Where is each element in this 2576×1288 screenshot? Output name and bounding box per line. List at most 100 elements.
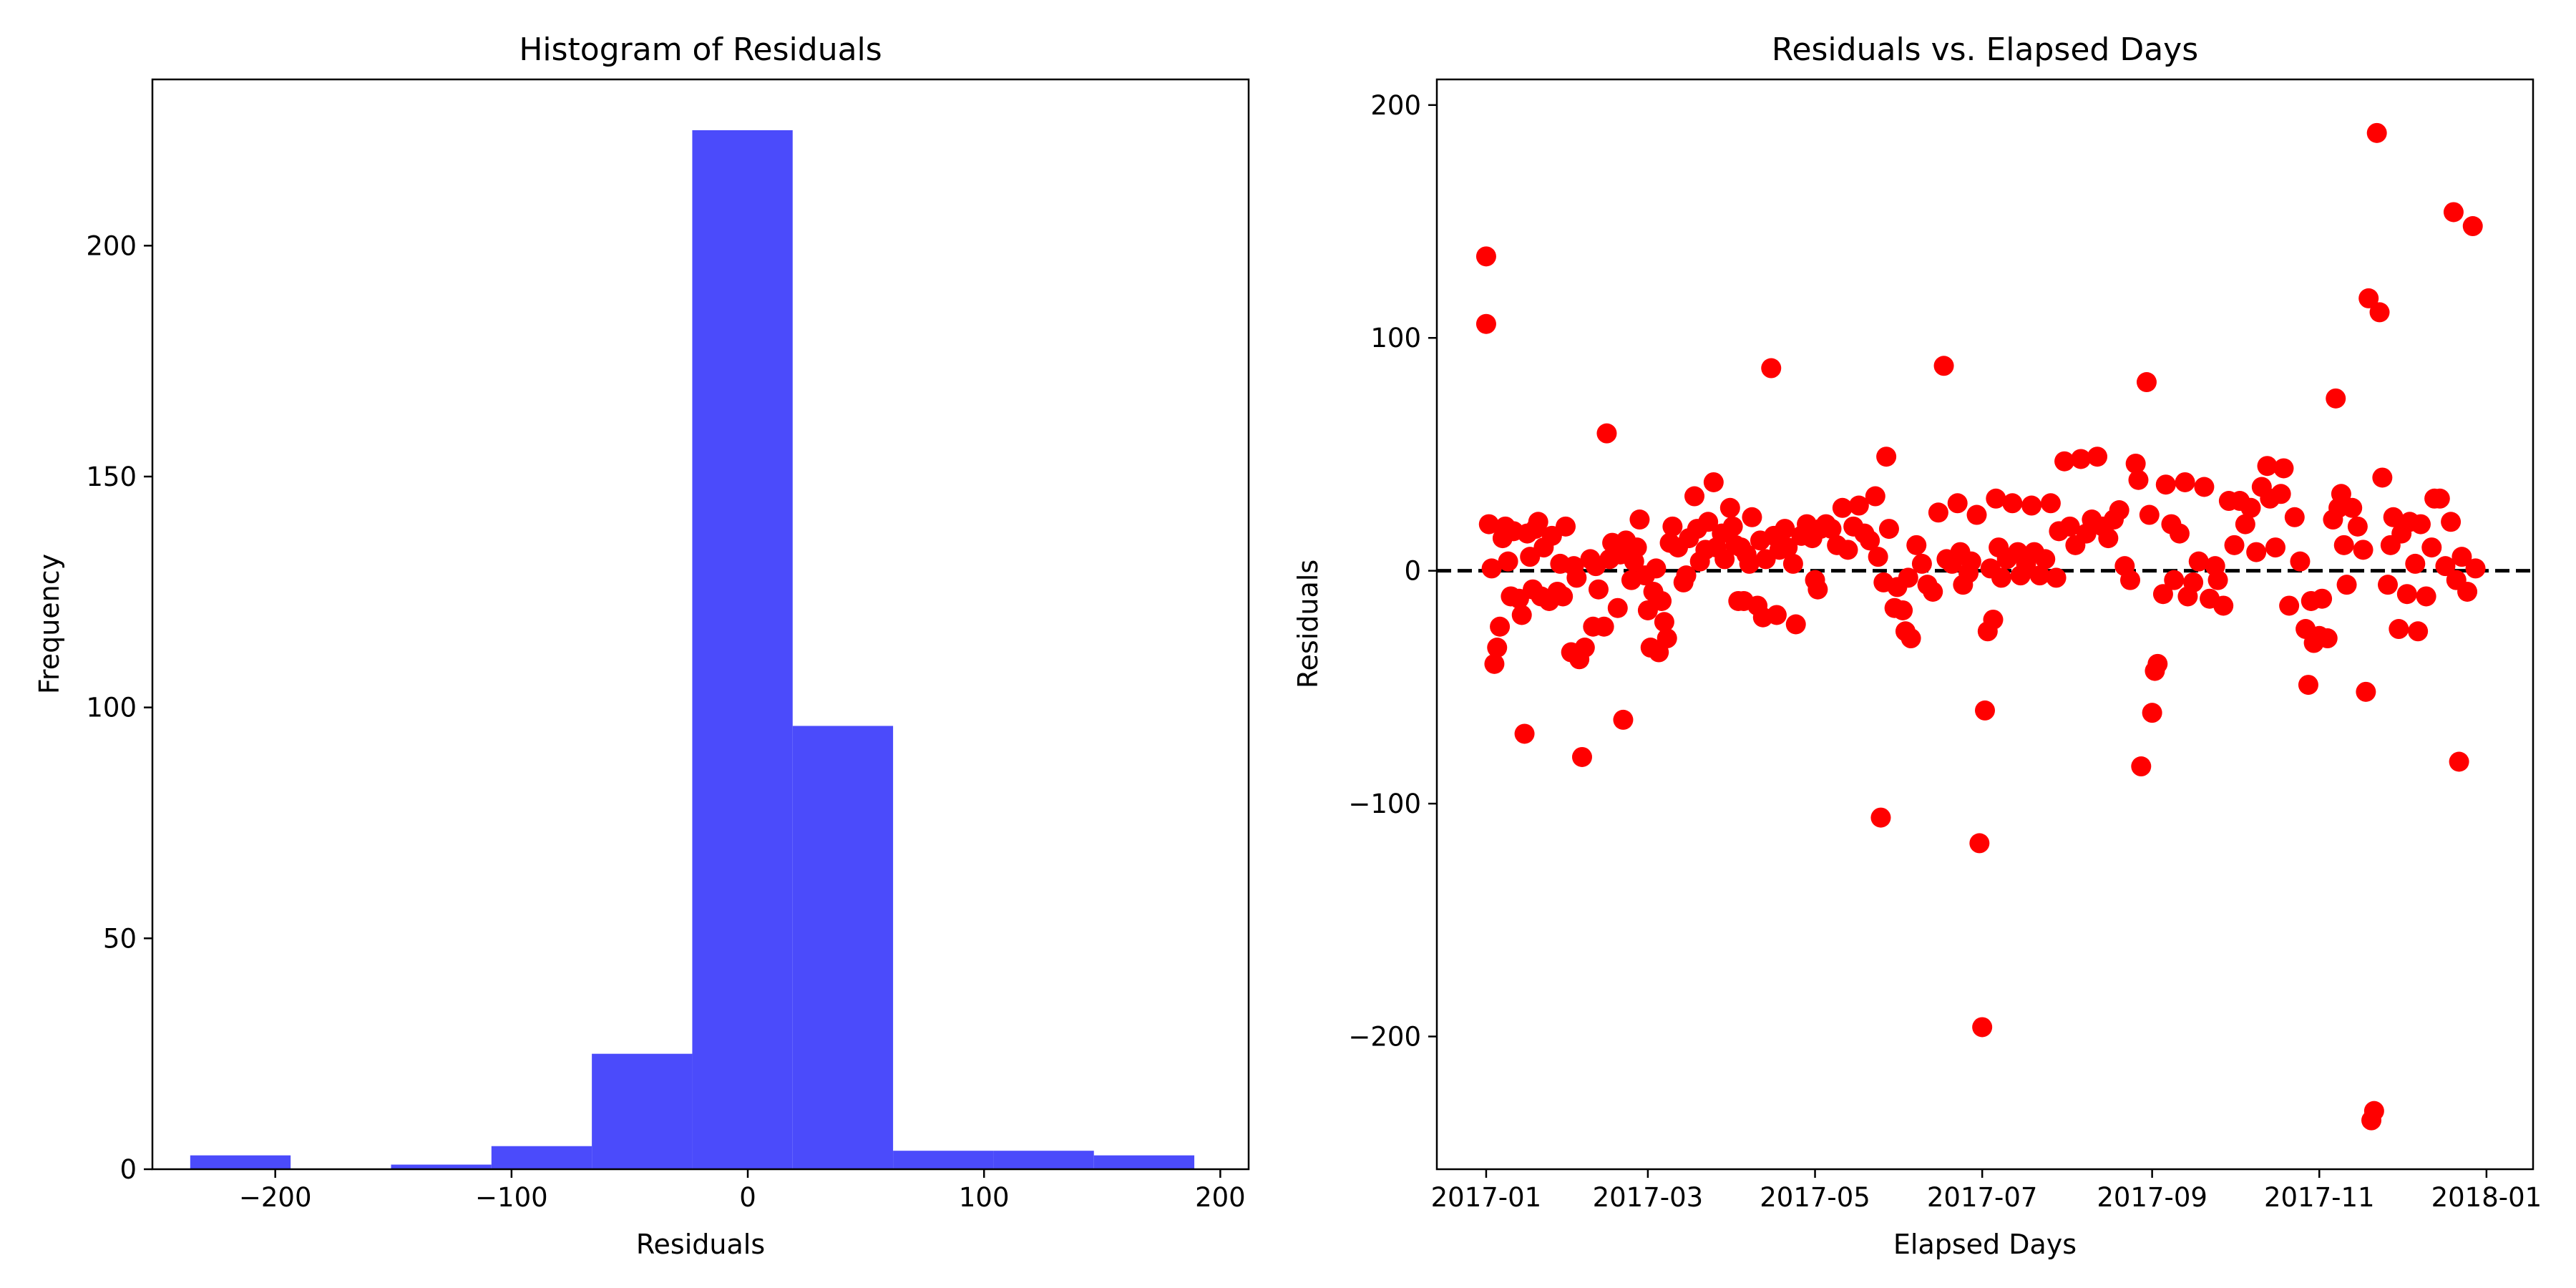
scatter-point <box>1928 502 1948 523</box>
scatter-point <box>1662 516 1683 537</box>
scatter-point <box>1646 558 1667 579</box>
scatter-y-ticks: −200 −100 0 100 200 <box>1348 90 1437 1053</box>
scatter-point <box>1588 579 1609 600</box>
scatter-x-tick-label: 2017-09 <box>2097 1182 2207 1213</box>
scatter-point <box>2213 595 2234 616</box>
scatter-x-tick-label: 2017-03 <box>1593 1182 1704 1213</box>
scatter-point <box>1906 535 1927 555</box>
scatter-point <box>1481 558 1502 579</box>
scatter-point <box>2421 537 2442 558</box>
scatter-point <box>2429 488 2450 509</box>
scatter-point <box>2207 570 2228 590</box>
scatter-point <box>2136 372 2157 393</box>
scatter-point <box>2002 493 2023 514</box>
scatter-y-axis-label: Residuals <box>1292 560 1324 688</box>
scatter-point <box>1969 833 1990 854</box>
scatter-point <box>2087 447 2108 467</box>
scatter-point <box>1961 551 1981 572</box>
scatter-point <box>2298 675 2318 696</box>
scatter-point <box>2317 628 2338 649</box>
scatter-point <box>1739 553 1760 574</box>
scatter-point <box>1947 493 1968 514</box>
scatter-point <box>1775 519 1795 540</box>
scatter-point <box>1865 486 1885 507</box>
scatter-point <box>1898 567 1918 588</box>
scatter-point <box>1761 358 1782 379</box>
scatter-y-tick-label: −200 <box>1348 1022 1421 1053</box>
histogram-bar <box>692 130 793 1170</box>
histogram-frame <box>151 78 1250 1171</box>
histogram-y-tick-label: 50 <box>103 923 137 954</box>
scatter-point <box>1807 579 1828 600</box>
scatter-point <box>1475 246 1496 267</box>
scatter-point <box>2152 584 2173 605</box>
scatter-frame <box>1435 78 2534 1171</box>
scatter-x-tick-label: 2017-05 <box>1760 1182 1870 1213</box>
scatter-point <box>1901 628 1921 649</box>
scatter-x-tick-label: 2017-11 <box>2264 1182 2375 1213</box>
scatter-y-tick-label: −100 <box>1348 789 1421 819</box>
histogram-bar <box>792 726 894 1169</box>
scatter-point <box>1574 638 1595 658</box>
scatter-point <box>1876 447 1897 467</box>
scatter-point <box>2246 542 2267 562</box>
scatter-point <box>2342 497 2363 518</box>
scatter-x-axis-label: Elapsed Days <box>1893 1229 2077 1260</box>
scatter-point <box>2405 553 2426 574</box>
scatter-y-tick-label: 200 <box>1370 90 1421 121</box>
scatter-point <box>2312 588 2333 609</box>
scatter-x-tick-label: 2017-07 <box>1927 1182 2038 1213</box>
scatter-point <box>2175 472 2195 492</box>
scatter-point <box>1870 807 1891 828</box>
scatter-point <box>2347 516 2368 537</box>
scatter-point <box>1484 653 1505 674</box>
scatter-point <box>1528 512 1548 532</box>
scatter-point <box>2147 653 2168 674</box>
scatter-point <box>1868 547 1888 567</box>
scatter-point <box>2441 512 2462 532</box>
scatter-point <box>1933 356 1954 376</box>
scatter-point <box>2109 500 2129 521</box>
scatter-point <box>1719 497 1740 518</box>
scatter-title: Residuals vs. Elapsed Days <box>1772 31 2198 68</box>
scatter-point <box>1475 313 1496 334</box>
scatter-point <box>1966 504 1987 525</box>
scatter-point <box>1766 605 1787 625</box>
scatter-point <box>1684 486 1705 507</box>
scatter-point <box>2098 528 2119 549</box>
scatter-point <box>2257 456 2278 477</box>
scatter-point <box>2235 514 2255 535</box>
scatter-x-ticks: 2017-01 2017-03 2017-05 2017-07 2017-09 2017-… <box>1431 1169 2542 1213</box>
histogram-bar <box>592 1053 693 1169</box>
scatter-point <box>1832 497 1853 518</box>
scatter-point <box>2224 535 2245 555</box>
histogram-x-tick-label: 200 <box>1195 1182 1246 1213</box>
histogram-y-tick-label: 100 <box>86 693 137 723</box>
scatter-point <box>2164 570 2185 590</box>
scatter-point <box>1629 509 1650 530</box>
scatter-point <box>1848 495 1869 516</box>
scatter-point <box>1893 600 1913 620</box>
scatter-point <box>1703 472 1724 492</box>
scatter-x-tick-label: 2018-01 <box>2431 1182 2542 1213</box>
scatter-point <box>1972 1017 1993 1038</box>
scatter-point <box>1777 537 1798 558</box>
scatter-point <box>2333 535 2354 555</box>
histogram-y-tick-label: 150 <box>86 462 137 492</box>
scatter-point <box>2125 453 2146 474</box>
scatter-point <box>2273 458 2294 479</box>
scatter-point <box>1911 553 1932 574</box>
scatter-point <box>2326 388 2346 409</box>
scatter-point <box>1923 581 1943 602</box>
scatter-point <box>2139 504 2160 525</box>
scatter-point <box>1785 614 1806 635</box>
histogram-x-tick-label: −100 <box>475 1182 548 1213</box>
histogram-y-axis-label: Frequency <box>34 554 65 694</box>
scatter-point <box>2279 595 2300 616</box>
scatter-point <box>2378 575 2399 595</box>
scatter-x-tick-label: 2017-01 <box>1431 1182 1542 1213</box>
scatter-point <box>2119 570 2140 590</box>
scatter-point <box>2054 451 2075 472</box>
histogram-bar <box>893 1151 994 1169</box>
